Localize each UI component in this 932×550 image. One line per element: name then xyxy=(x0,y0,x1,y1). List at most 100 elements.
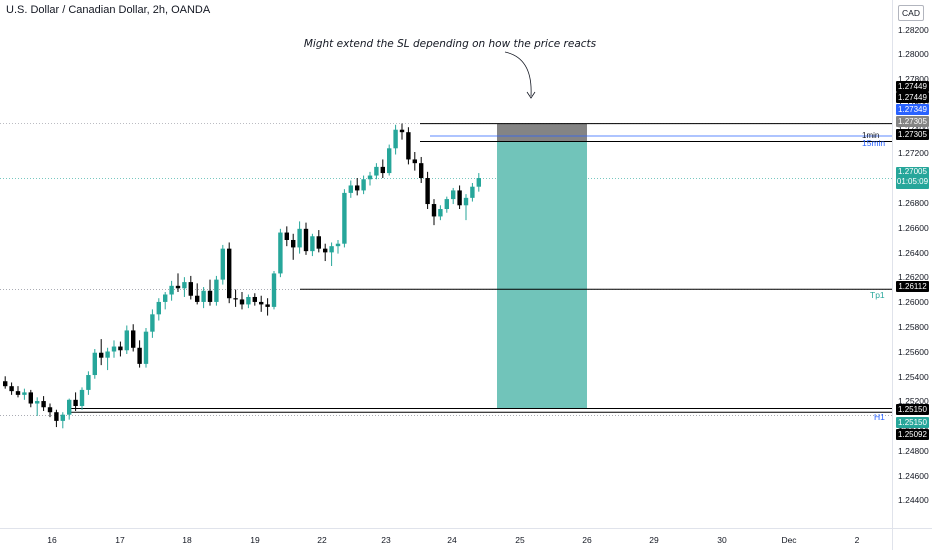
candle-body xyxy=(41,401,46,408)
candle-body xyxy=(444,199,449,210)
candle-body xyxy=(214,279,219,302)
candle-body xyxy=(393,129,398,149)
candle-body xyxy=(476,178,481,187)
candle-body xyxy=(195,295,200,302)
candle-body xyxy=(92,352,97,376)
candle-body xyxy=(233,298,238,300)
x-tick-label: 30 xyxy=(717,535,727,545)
chart-title: U.S. Dollar / Canadian Dollar, 2h, OANDA xyxy=(6,4,211,16)
y-tick-label: 1.26600 xyxy=(898,222,929,233)
candle-body xyxy=(342,192,347,244)
candle-body xyxy=(310,236,315,252)
candle-body xyxy=(463,197,469,206)
x-tick-label: 16 xyxy=(47,535,57,545)
price-tag-target: 1.25150 xyxy=(896,417,929,428)
current-price-value: 1.27005 xyxy=(898,167,927,176)
candle-body xyxy=(412,159,417,164)
candle-body xyxy=(284,232,289,240)
y-tick-label: 1.25400 xyxy=(898,371,929,382)
take-profit-zone xyxy=(497,141,587,409)
candle-body xyxy=(323,248,328,253)
y-tick-label: 1.27600 xyxy=(898,99,929,109)
candle-body xyxy=(259,301,264,305)
candle-body xyxy=(278,232,283,274)
candle-body xyxy=(265,304,270,307)
candle-body xyxy=(105,351,110,358)
annotation-arrow xyxy=(504,51,532,97)
candle-body xyxy=(438,209,443,217)
y-tick-label: 1.25600 xyxy=(898,346,929,357)
candle-body xyxy=(99,352,104,358)
candle-body xyxy=(329,246,334,253)
countdown-timer: 01:05:09 xyxy=(896,177,929,186)
y-tick-label: 1.26800 xyxy=(898,198,929,209)
price-tag-h1: 1.25150 xyxy=(896,404,929,415)
price-tag-low: 1.25092 xyxy=(896,429,929,440)
candle-body xyxy=(67,399,72,415)
x-tick-label: 23 xyxy=(381,535,391,545)
candle-body xyxy=(9,386,14,392)
candle-body xyxy=(60,414,65,421)
y-tick-label: 1.24600 xyxy=(898,470,929,481)
candle-body xyxy=(380,166,385,174)
y-tick-label: 1.27800 xyxy=(898,74,929,85)
price-tag-entry-grey: 1.27305 xyxy=(896,116,929,127)
price-tag-blue: 1.27349 xyxy=(896,104,929,115)
candle-body xyxy=(169,285,174,295)
candle-body xyxy=(131,330,136,348)
candle-body xyxy=(451,190,456,200)
price-tag-sl: 1.27449 xyxy=(896,92,929,103)
candle-body xyxy=(303,228,309,252)
annotation-text: Might extend the SL depending on how the… xyxy=(303,38,597,50)
y-tick-label: 1.26200 xyxy=(898,272,929,283)
y-tick-label: 1.28200 xyxy=(898,24,929,35)
candle-body xyxy=(79,389,85,407)
label-1min: 1min xyxy=(862,131,880,140)
candle-body xyxy=(111,346,117,352)
candle-body xyxy=(47,407,53,413)
candle-body xyxy=(118,346,123,351)
candle-body xyxy=(361,179,366,191)
y-tick-label: 1.28000 xyxy=(898,49,929,60)
candle-body xyxy=(220,248,225,280)
candle-body xyxy=(163,294,168,302)
candle-body xyxy=(470,186,475,198)
candle-body xyxy=(387,148,392,174)
x-tick-label: 22 xyxy=(317,535,327,545)
candle-body xyxy=(182,282,187,289)
candle-body xyxy=(156,301,161,315)
candle-body xyxy=(348,185,353,193)
x-tick-label: 19 xyxy=(250,535,260,545)
stop-loss-zone xyxy=(497,123,587,142)
candle-body xyxy=(406,132,411,160)
y-tick-label: 1.26000 xyxy=(898,297,929,308)
y-tick-label: 1.24400 xyxy=(898,495,929,506)
candle-body xyxy=(3,381,8,387)
candle-body xyxy=(355,185,360,191)
candle-body xyxy=(22,392,27,395)
candle-body xyxy=(124,330,129,351)
price-tag-entry: 1.27305 xyxy=(896,129,929,140)
x-tick-label: 24 xyxy=(447,535,457,545)
candle-body xyxy=(291,239,296,248)
candle-body xyxy=(419,163,424,179)
candle-body xyxy=(86,375,91,390)
candle-body xyxy=(137,347,142,364)
candle-body xyxy=(227,248,232,299)
candle-body xyxy=(15,391,21,395)
x-tick-label: 2 xyxy=(854,535,860,545)
candle-body xyxy=(374,166,379,176)
currency-button[interactable]: CAD xyxy=(898,5,924,21)
y-tick-label: 1.27400 xyxy=(898,124,929,134)
x-tick-label: 26 xyxy=(582,535,592,545)
candle-body xyxy=(54,412,59,421)
y-tick-label: 1.24800 xyxy=(898,445,929,456)
candle-body xyxy=(271,273,277,307)
candle-body xyxy=(399,129,405,133)
candle-body xyxy=(431,204,437,217)
y-tick-label: 1.25800 xyxy=(898,321,929,332)
x-tick-label: 29 xyxy=(649,535,659,545)
candle-body xyxy=(175,285,181,289)
annotation-arrow-head xyxy=(526,91,536,99)
